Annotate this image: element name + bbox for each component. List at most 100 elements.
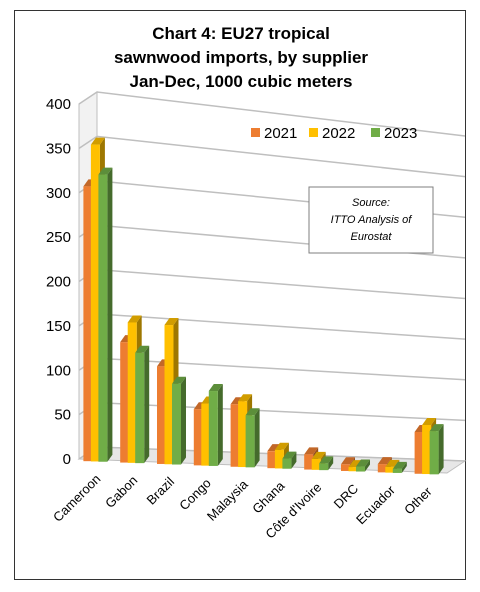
bar-top xyxy=(377,457,392,465)
bar-top xyxy=(172,376,186,384)
bar-side xyxy=(217,384,223,466)
bar-top xyxy=(311,451,326,459)
legend-label: 2023 xyxy=(384,125,417,142)
bar xyxy=(98,167,113,462)
bar-top xyxy=(208,384,223,392)
bar xyxy=(429,424,444,475)
bar xyxy=(172,376,186,465)
bar xyxy=(392,461,407,473)
source-annotation: Source: ITTO Analysis of Eurostat xyxy=(308,186,434,254)
bar-top xyxy=(348,460,363,468)
bar-front xyxy=(245,415,255,468)
bar-front xyxy=(201,403,211,466)
legend-swatch xyxy=(371,128,380,137)
bar-front xyxy=(230,404,240,467)
bar-front xyxy=(135,352,145,464)
x-tick-label: DRC xyxy=(331,481,362,512)
y-tick-label: 50 xyxy=(54,407,71,424)
bar xyxy=(356,459,370,472)
bar-side xyxy=(144,345,150,464)
bar-front xyxy=(319,463,329,471)
bar-front xyxy=(120,342,130,463)
bar-front xyxy=(341,464,350,471)
bar-top xyxy=(127,315,142,323)
bar-side xyxy=(107,167,113,462)
bar-top xyxy=(238,394,253,402)
bar-front xyxy=(392,468,402,473)
legend-label: 2021 xyxy=(264,125,297,142)
bar-top xyxy=(98,167,113,175)
bar xyxy=(245,408,260,468)
y-tick-label: 350 xyxy=(46,140,71,157)
y-tick-label: 400 xyxy=(46,96,71,113)
bar-top xyxy=(274,442,289,450)
y-tick-label: 200 xyxy=(46,274,71,291)
x-tick-label: Other xyxy=(401,483,435,517)
bar-front xyxy=(274,449,284,469)
bar-front xyxy=(267,451,277,469)
y-tick-label: 150 xyxy=(46,318,71,335)
bar-top xyxy=(164,318,179,326)
bar-front xyxy=(238,401,248,468)
legend-swatch xyxy=(309,128,318,137)
bar-front xyxy=(311,458,321,470)
bar-side xyxy=(401,461,407,473)
bar-front xyxy=(429,431,439,475)
bar-side xyxy=(254,408,260,468)
y-axis-ticks: 0 50 100 150 200 250 300 350 400 xyxy=(46,96,71,468)
source-box-border xyxy=(308,186,434,254)
title-line-2: sawnwood imports, by supplier xyxy=(114,48,368,67)
bar-side xyxy=(291,451,297,469)
bar-front xyxy=(377,464,387,473)
bar-top xyxy=(385,459,400,467)
source-line-3: Eurostat xyxy=(351,231,393,243)
bar-top xyxy=(422,417,437,425)
bar-side xyxy=(438,424,444,475)
bar-front xyxy=(193,409,203,466)
bar-front xyxy=(172,383,181,465)
bar-front xyxy=(385,466,395,473)
bars xyxy=(83,137,444,475)
bar-chart: Chart 4: EU27 tropical sawnwood imports,… xyxy=(46,24,467,542)
bar-top xyxy=(90,137,105,145)
bar-front xyxy=(127,322,137,463)
bar-side xyxy=(181,376,186,465)
title-line-1: Chart 4: EU27 tropical xyxy=(152,24,330,43)
bar-top xyxy=(392,461,407,469)
bar-front xyxy=(164,325,174,465)
x-tick-label: Ecuador xyxy=(353,482,398,527)
bar-top xyxy=(135,345,150,353)
chart-title: Chart 4: EU27 tropical sawnwood imports,… xyxy=(114,24,368,91)
bar-top xyxy=(282,451,297,459)
bar xyxy=(319,456,334,471)
bar-front xyxy=(348,467,358,472)
source-line-2: ITTO Analysis of xyxy=(331,214,413,226)
bar-side xyxy=(365,459,370,472)
bar-top xyxy=(245,408,260,416)
bar xyxy=(135,345,150,464)
chart-frame: Chart 4: EU27 tropical sawnwood imports,… xyxy=(14,10,467,580)
gridline xyxy=(78,268,466,300)
bar-top xyxy=(304,447,319,455)
bar-front xyxy=(414,431,424,474)
bar-front xyxy=(83,186,93,462)
bar-front xyxy=(282,458,292,469)
bar-top xyxy=(356,459,370,467)
bar-front xyxy=(422,424,432,475)
bar-top xyxy=(341,457,355,465)
y-tick-label: 250 xyxy=(46,229,71,246)
legend-label: 2022 xyxy=(322,125,355,142)
gridline xyxy=(78,135,466,178)
gridline xyxy=(78,91,466,137)
bar-side xyxy=(328,456,334,471)
bar xyxy=(208,384,223,466)
bar-front xyxy=(157,366,166,464)
bar-front xyxy=(304,454,314,470)
source-line-1: Source: xyxy=(352,197,390,209)
bar-top xyxy=(319,456,334,464)
legend: 2021 2022 2023 xyxy=(251,125,417,142)
legend-swatch xyxy=(251,128,260,137)
bar-front xyxy=(208,391,218,466)
bar xyxy=(282,451,297,469)
